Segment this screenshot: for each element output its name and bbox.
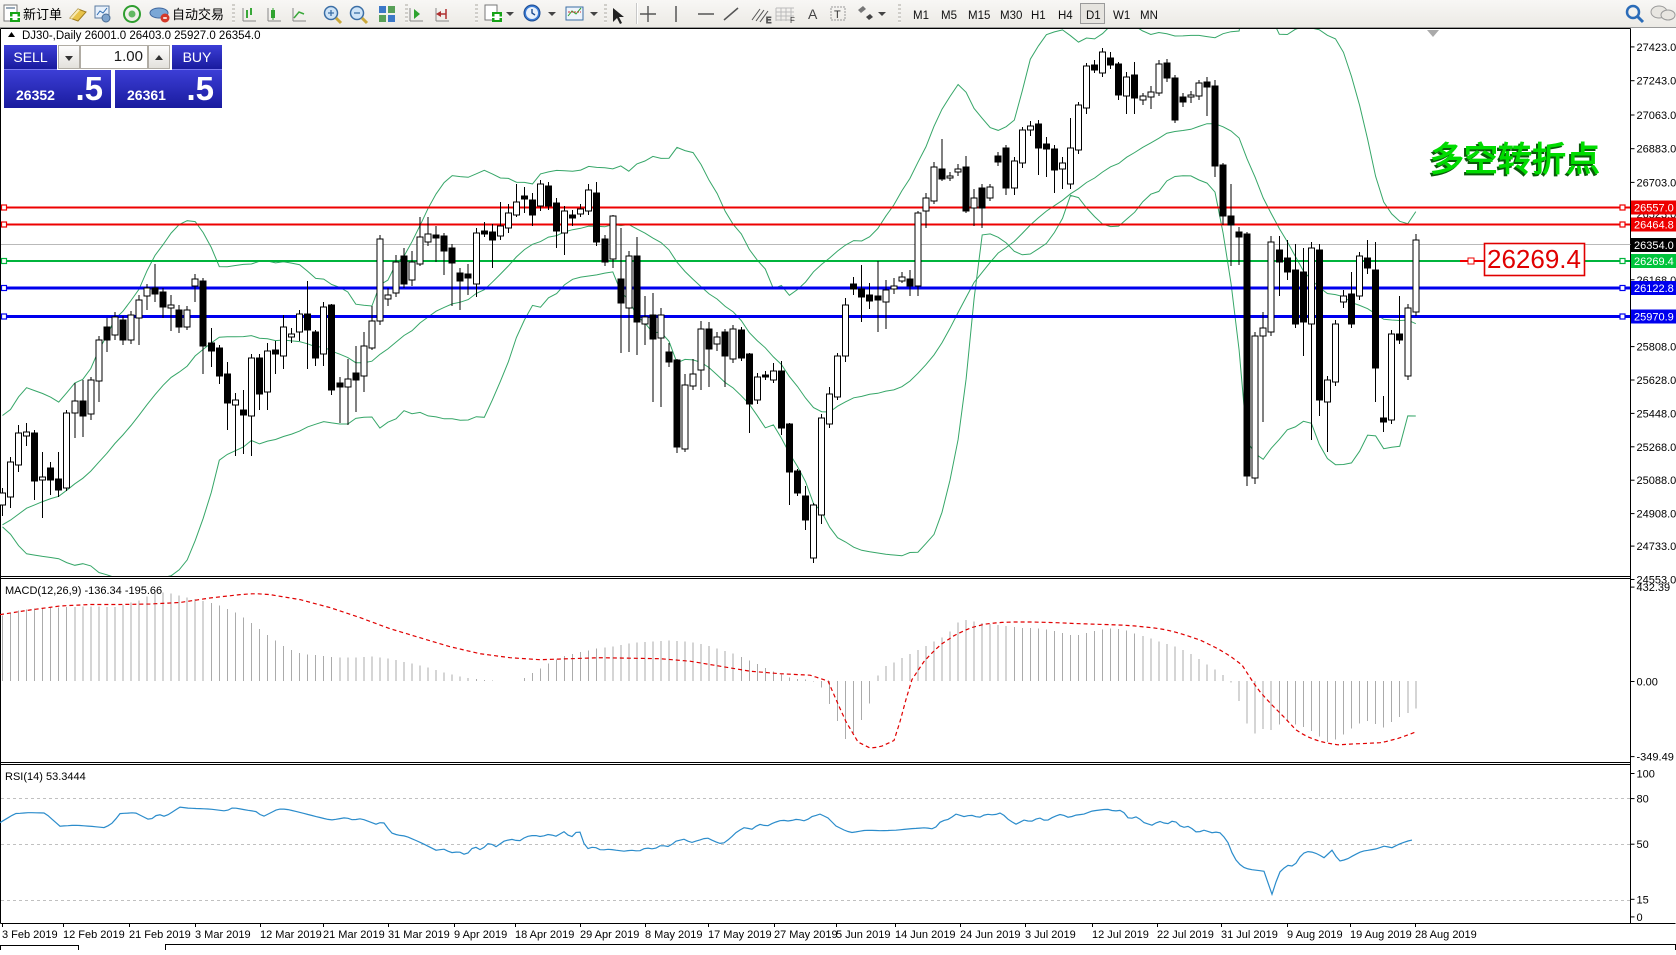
svg-text:21 Mar 2019: 21 Mar 2019: [323, 929, 385, 941]
svg-text:0.00: 0.00: [1637, 677, 1658, 689]
svg-text:26354.0: 26354.0: [1634, 240, 1674, 252]
svg-text:MN: MN: [1140, 10, 1158, 22]
svg-text:DJ30-,Daily 26001.0 26403.0 2: DJ30-,Daily 26001.0 26403.0 25927.0 2635…: [22, 30, 261, 42]
svg-text:0: 0: [1637, 912, 1643, 924]
svg-text:27 May 2019: 27 May 2019: [774, 929, 838, 941]
svg-text:29 Apr 2019: 29 Apr 2019: [580, 929, 639, 941]
svg-text:24733.0: 24733.0: [1637, 541, 1676, 553]
svg-text:26703.0: 26703.0: [1637, 177, 1676, 189]
svg-text:26464.8: 26464.8: [1634, 220, 1674, 232]
svg-text:26883.0: 26883.0: [1637, 144, 1676, 156]
svg-text:80: 80: [1637, 794, 1649, 806]
svg-text:3 Mar 2019: 3 Mar 2019: [195, 929, 251, 941]
svg-text:24908.0: 24908.0: [1637, 509, 1676, 521]
svg-text:5 Jun 2019: 5 Jun 2019: [836, 929, 890, 941]
svg-text:M30: M30: [1000, 10, 1022, 22]
svg-text:31 Jul 2019: 31 Jul 2019: [1221, 929, 1278, 941]
svg-text:RSI(14) 53.3444: RSI(14) 53.3444: [5, 771, 86, 783]
svg-text:27243.0: 27243.0: [1637, 76, 1676, 88]
svg-text:12 Jul 2019: 12 Jul 2019: [1092, 929, 1149, 941]
svg-text:31 Mar 2019: 31 Mar 2019: [388, 929, 450, 941]
svg-text:22 Jul 2019: 22 Jul 2019: [1157, 929, 1214, 941]
svg-text:3 Jul 2019: 3 Jul 2019: [1025, 929, 1076, 941]
svg-text:25808.0: 25808.0: [1637, 342, 1676, 354]
svg-text:26269.4: 26269.4: [1487, 244, 1581, 274]
svg-text:19 Aug 2019: 19 Aug 2019: [1350, 929, 1412, 941]
svg-text:26122.8: 26122.8: [1634, 283, 1674, 295]
svg-text:21 Feb 2019: 21 Feb 2019: [129, 929, 191, 941]
svg-text:12 Mar 2019: 12 Mar 2019: [260, 929, 322, 941]
svg-text:25628.0: 25628.0: [1637, 375, 1676, 387]
svg-text:24 Jun 2019: 24 Jun 2019: [960, 929, 1021, 941]
svg-text:D1: D1: [1086, 10, 1101, 22]
svg-text:17 May 2019: 17 May 2019: [708, 929, 772, 941]
svg-text:H4: H4: [1058, 10, 1073, 22]
svg-text:25268.0: 25268.0: [1637, 442, 1676, 454]
svg-text:多空转折点: 多空转折点: [1430, 141, 1600, 179]
svg-text:25088.0: 25088.0: [1637, 475, 1676, 487]
svg-text:26269.4: 26269.4: [1634, 256, 1674, 268]
svg-text:F: F: [790, 16, 795, 25]
svg-text:T: T: [834, 9, 841, 21]
svg-text:26557.0: 26557.0: [1634, 203, 1674, 215]
svg-text:M5: M5: [941, 10, 957, 22]
svg-text:15: 15: [1637, 894, 1649, 906]
svg-text:9 Apr 2019: 9 Apr 2019: [454, 929, 507, 941]
svg-text:18 Apr 2019: 18 Apr 2019: [515, 929, 574, 941]
svg-text:27063.0: 27063.0: [1637, 110, 1676, 122]
svg-text:H1: H1: [1031, 10, 1046, 22]
svg-text:25448.0: 25448.0: [1637, 408, 1676, 420]
svg-text:自动交易: 自动交易: [172, 7, 224, 22]
svg-text:27423.0: 27423.0: [1637, 42, 1676, 54]
svg-text:9 Aug 2019: 9 Aug 2019: [1287, 929, 1343, 941]
svg-text:M1: M1: [913, 10, 929, 22]
svg-text:25970.9: 25970.9: [1634, 312, 1674, 324]
svg-text:12 Feb 2019: 12 Feb 2019: [63, 929, 125, 941]
svg-text:14 Jun 2019: 14 Jun 2019: [895, 929, 956, 941]
svg-text:新订单: 新订单: [23, 7, 62, 22]
svg-text:3 Feb 2019: 3 Feb 2019: [2, 929, 58, 941]
svg-text:432.39: 432.39: [1637, 582, 1671, 594]
svg-text:8 May 2019: 8 May 2019: [645, 929, 702, 941]
svg-text:W1: W1: [1113, 10, 1130, 22]
svg-text:M15: M15: [968, 10, 990, 22]
svg-text:MACD(12,26,9) -136.34 -195.66: MACD(12,26,9) -136.34 -195.66: [5, 585, 162, 597]
svg-text:A: A: [808, 6, 818, 22]
svg-text:100: 100: [1637, 769, 1655, 781]
svg-text:E: E: [766, 16, 771, 25]
svg-text:50: 50: [1637, 839, 1649, 851]
svg-text:-349.49: -349.49: [1637, 752, 1674, 764]
svg-text:28 Aug 2019: 28 Aug 2019: [1415, 929, 1477, 941]
